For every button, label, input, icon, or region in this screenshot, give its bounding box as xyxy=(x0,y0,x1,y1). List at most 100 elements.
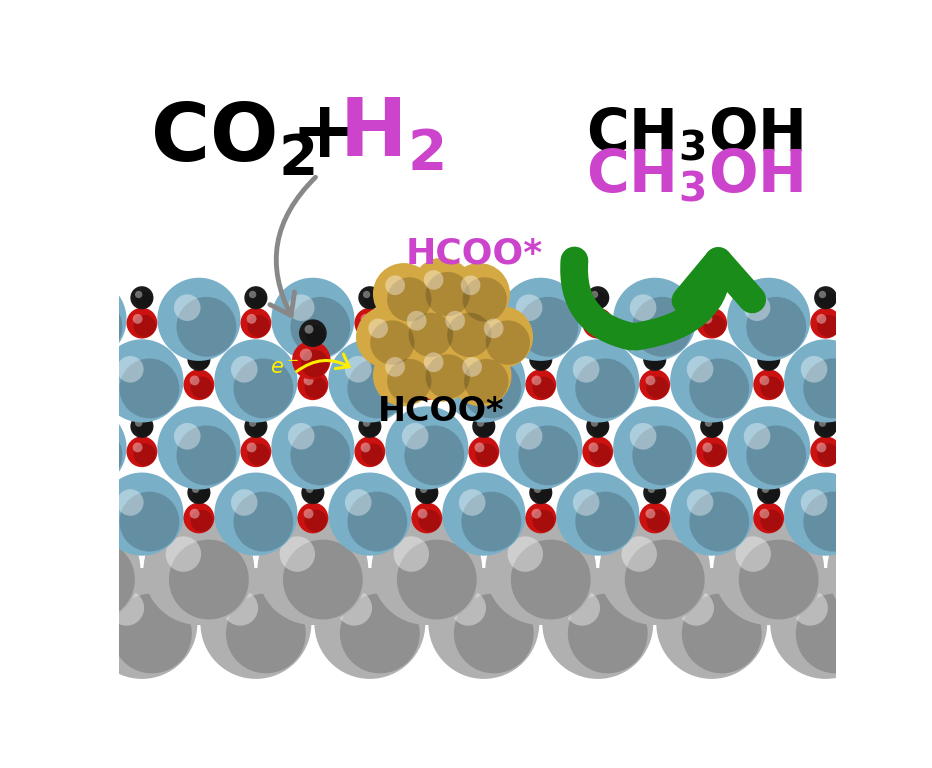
Circle shape xyxy=(119,359,179,419)
Text: $\mathbf{H_2}$: $\mathbf{H_2}$ xyxy=(339,96,444,174)
Circle shape xyxy=(257,514,368,625)
Circle shape xyxy=(460,276,480,295)
Circle shape xyxy=(815,415,837,438)
Circle shape xyxy=(362,443,384,465)
Circle shape xyxy=(556,339,639,422)
Circle shape xyxy=(345,356,372,382)
Circle shape xyxy=(586,286,610,310)
Circle shape xyxy=(898,339,932,422)
Circle shape xyxy=(301,348,324,371)
Circle shape xyxy=(873,376,884,386)
Circle shape xyxy=(647,510,668,531)
Circle shape xyxy=(299,319,327,347)
Circle shape xyxy=(474,314,485,324)
Circle shape xyxy=(849,536,884,572)
Text: $\mathbf{CO_2}$: $\mathbf{CO_2}$ xyxy=(150,101,315,180)
Circle shape xyxy=(803,492,863,551)
Circle shape xyxy=(244,286,267,310)
Circle shape xyxy=(300,349,312,361)
Circle shape xyxy=(705,419,712,427)
Circle shape xyxy=(860,425,920,485)
Circle shape xyxy=(515,423,542,449)
Circle shape xyxy=(283,540,363,620)
Circle shape xyxy=(841,278,925,361)
Circle shape xyxy=(518,297,578,356)
Circle shape xyxy=(454,594,534,674)
Circle shape xyxy=(3,356,30,382)
Circle shape xyxy=(819,292,836,308)
Circle shape xyxy=(21,291,29,298)
Circle shape xyxy=(416,481,438,504)
Circle shape xyxy=(898,472,932,556)
Circle shape xyxy=(871,481,894,504)
Circle shape xyxy=(174,423,200,449)
Circle shape xyxy=(135,291,143,298)
Circle shape xyxy=(819,420,836,437)
Circle shape xyxy=(291,297,350,356)
Circle shape xyxy=(411,340,473,402)
Circle shape xyxy=(233,359,294,419)
Circle shape xyxy=(589,315,611,337)
Circle shape xyxy=(760,508,769,518)
Text: $\mathbf{+}$: $\mathbf{+}$ xyxy=(290,96,351,174)
FancyArrowPatch shape xyxy=(636,261,752,336)
Circle shape xyxy=(784,339,868,422)
Circle shape xyxy=(815,286,837,310)
Circle shape xyxy=(345,489,372,516)
Circle shape xyxy=(706,420,722,437)
Circle shape xyxy=(925,436,932,467)
Circle shape xyxy=(248,443,269,465)
Circle shape xyxy=(358,415,381,438)
Circle shape xyxy=(632,297,692,356)
Circle shape xyxy=(250,420,267,437)
Circle shape xyxy=(193,486,210,503)
Circle shape xyxy=(508,536,543,572)
Circle shape xyxy=(770,568,881,679)
Circle shape xyxy=(385,278,469,361)
Circle shape xyxy=(3,489,30,516)
Circle shape xyxy=(187,348,211,371)
Circle shape xyxy=(411,369,442,400)
FancyArrowPatch shape xyxy=(296,354,350,372)
Circle shape xyxy=(387,277,432,322)
Circle shape xyxy=(518,425,578,485)
Circle shape xyxy=(761,353,769,360)
Circle shape xyxy=(589,443,611,465)
Circle shape xyxy=(424,270,444,290)
Circle shape xyxy=(418,508,428,518)
Circle shape xyxy=(473,286,496,310)
Circle shape xyxy=(340,594,419,674)
Circle shape xyxy=(176,297,237,356)
Circle shape xyxy=(130,286,154,310)
Circle shape xyxy=(158,406,240,489)
Circle shape xyxy=(411,258,473,319)
Circle shape xyxy=(914,489,932,516)
Circle shape xyxy=(535,353,551,369)
Circle shape xyxy=(477,291,485,298)
Text: HCOO*: HCOO* xyxy=(406,237,543,271)
Circle shape xyxy=(101,339,184,422)
Circle shape xyxy=(133,315,156,337)
Circle shape xyxy=(60,423,87,449)
Circle shape xyxy=(74,348,97,371)
Circle shape xyxy=(75,376,86,386)
Circle shape xyxy=(907,590,932,626)
Bar xyxy=(119,92,836,293)
Circle shape xyxy=(876,485,884,493)
Circle shape xyxy=(690,359,749,419)
Circle shape xyxy=(868,502,898,533)
Circle shape xyxy=(6,492,65,551)
Circle shape xyxy=(304,376,313,386)
Circle shape xyxy=(690,492,749,551)
Circle shape xyxy=(747,297,806,356)
Circle shape xyxy=(810,436,841,467)
Circle shape xyxy=(442,339,526,422)
Circle shape xyxy=(420,486,437,503)
Circle shape xyxy=(703,442,712,452)
Circle shape xyxy=(588,442,598,452)
Circle shape xyxy=(486,514,596,625)
Circle shape xyxy=(361,314,370,324)
Circle shape xyxy=(288,423,314,449)
Circle shape xyxy=(74,481,97,504)
Circle shape xyxy=(418,376,441,399)
